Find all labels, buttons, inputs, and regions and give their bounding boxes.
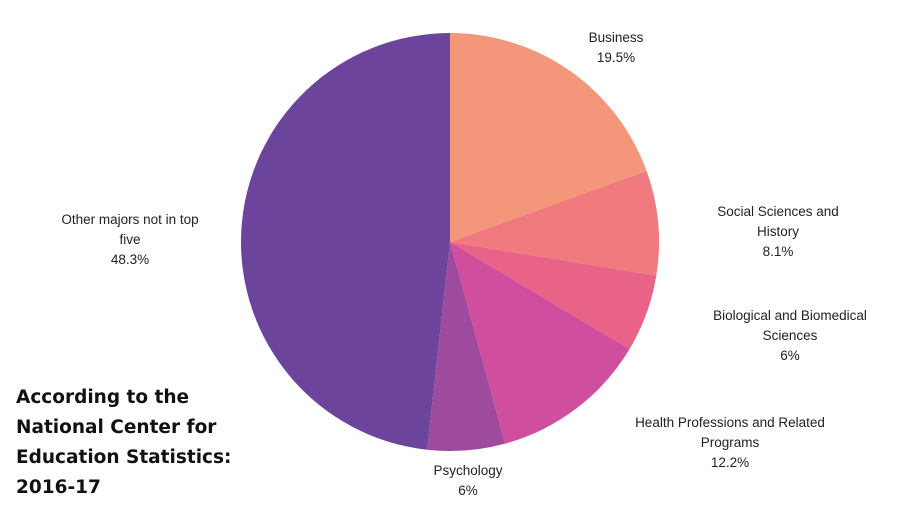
pie-slice-1 bbox=[450, 170, 660, 276]
pie-slice-0 bbox=[450, 33, 647, 242]
slice-label-line: Sciences bbox=[762, 328, 818, 343]
caption-line: 2016-17 bbox=[16, 477, 101, 498]
slice-label-business: Business 19.5% bbox=[556, 28, 676, 68]
slice-value-label: 19.5% bbox=[596, 50, 636, 65]
slice-value-label: 6% bbox=[780, 348, 800, 363]
slice-label-social-sciences: Social Sciences and History 8.1% bbox=[688, 202, 868, 262]
pie-slice-5 bbox=[241, 33, 450, 450]
slice-value-label: 12.2% bbox=[710, 455, 750, 470]
slice-label-line: five bbox=[119, 232, 141, 247]
slice-label-other-majors: Other majors not in top five 48.3% bbox=[40, 210, 220, 270]
slice-value-label: 6% bbox=[458, 483, 478, 498]
pie-slice-4 bbox=[427, 242, 506, 452]
slice-label-health-professions: Health Professions and Related Programs … bbox=[612, 413, 848, 473]
pie-slice-3 bbox=[450, 242, 630, 444]
caption-line: Education Statistics: bbox=[16, 447, 232, 468]
slice-label-line: Biological and Biomedical bbox=[713, 308, 867, 323]
caption-line: National Center for bbox=[16, 417, 217, 438]
slice-value-label: 8.1% bbox=[762, 244, 794, 259]
slice-label-line: History bbox=[756, 224, 799, 239]
slice-value-label: 48.3% bbox=[110, 252, 150, 267]
slice-label-biological-sciences: Biological and Biomedical Sciences 6% bbox=[690, 306, 890, 366]
slice-label-psychology: Psychology 6% bbox=[408, 461, 528, 501]
slice-label-line: Health Professions and Related bbox=[635, 415, 825, 430]
source-caption: According to the National Center for Edu… bbox=[16, 383, 256, 503]
slice-label-line: Social Sciences and bbox=[717, 204, 839, 219]
slice-label-line: Other majors not in top bbox=[61, 212, 199, 227]
slice-label-line: Psychology bbox=[433, 463, 503, 478]
pie-slice-2 bbox=[450, 242, 657, 350]
caption-line: According to the bbox=[16, 387, 190, 408]
slice-label-line: Programs bbox=[700, 435, 760, 450]
slice-label-line: Business bbox=[588, 30, 644, 45]
